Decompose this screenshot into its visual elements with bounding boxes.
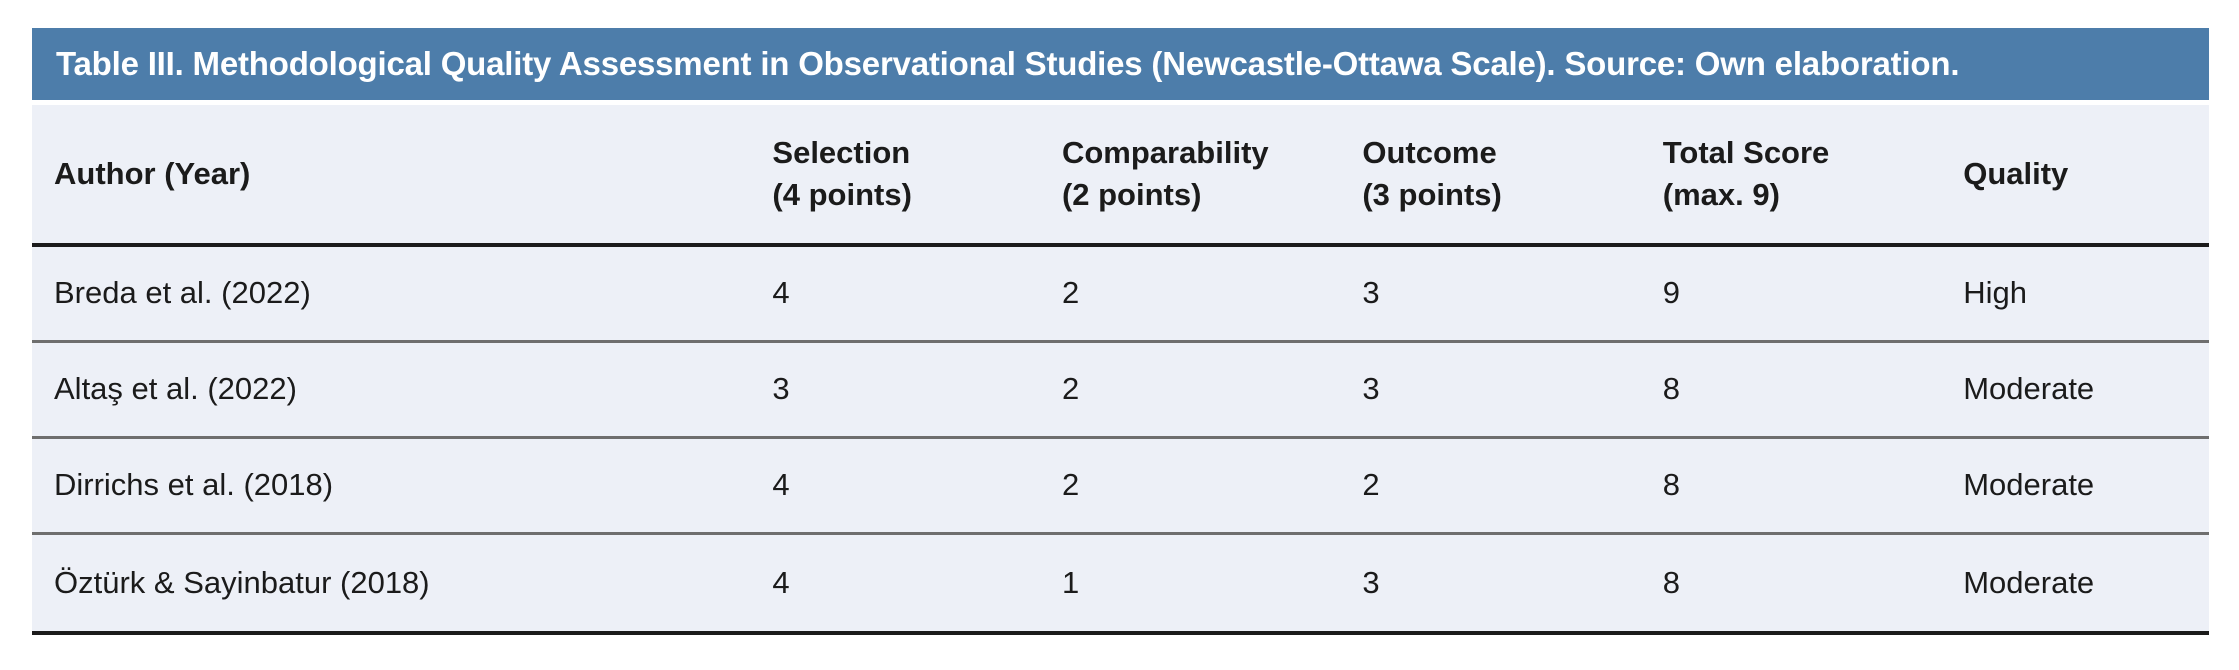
column-header-outcome: Outcome (3 points): [1340, 105, 1640, 245]
column-header-label: Quality: [1963, 156, 2069, 192]
column-header-total-score: Total Score (max. 9): [1641, 105, 1941, 245]
cell-selection: 4: [772, 467, 790, 502]
column-header-selection: Selection (4 points): [750, 105, 1040, 245]
cell-total-score: 8: [1662, 467, 1681, 502]
column-header-sublabel: (max. 9): [1662, 177, 1780, 212]
cell-author: Breda et al. (2022): [54, 275, 311, 311]
column-header-label: Selection: [772, 135, 911, 171]
cell-outcome: 2: [1362, 467, 1380, 502]
column-header-label: Comparability: [1061, 135, 1269, 171]
table-row: Öztürk & Sayinbatur (2018) 4 1 3 8 Moder…: [32, 533, 2209, 633]
column-header-comparability: Comparability (2 points): [1040, 105, 1340, 245]
column-header-quality: Quality: [1941, 105, 2209, 245]
cell-comparability: 2: [1061, 275, 1080, 311]
cell-quality: High: [1963, 275, 2027, 311]
cell-outcome: 3: [1362, 275, 1380, 311]
table-title: Table III. Methodological Quality Assess…: [56, 45, 1960, 82]
column-header-label: Outcome: [1362, 135, 1497, 171]
cell-outcome: 3: [1362, 564, 1380, 600]
cell-comparability: 2: [1061, 467, 1080, 502]
cell-total-score: 8: [1662, 564, 1681, 600]
cell-selection: 4: [772, 564, 790, 600]
column-header-label: Total Score: [1662, 135, 1830, 171]
cell-quality: Moderate: [1963, 371, 2095, 406]
cell-author: Dirrichs et al. (2018): [54, 467, 334, 502]
table-figure: Table III. Methodological Quality Assess…: [32, 28, 2209, 635]
header-row: Author (Year) Selection (4 points) Compa…: [32, 105, 2209, 245]
table-row: Breda et al. (2022) 4 2 3 9 High: [32, 245, 2209, 341]
cell-quality: Moderate: [1963, 564, 2095, 600]
cell-comparability: 2: [1061, 371, 1080, 406]
table-row: Altaş et al. (2022) 3 2 3 8 Moderate: [32, 341, 2209, 437]
cell-author: Öztürk & Sayinbatur (2018): [54, 564, 430, 600]
cell-total-score: 9: [1662, 275, 1681, 311]
column-header-sublabel: (4 points): [772, 177, 912, 212]
column-header-sublabel: (2 points): [1061, 177, 1202, 212]
cell-selection: 3: [772, 371, 790, 406]
table-row: Dirrichs et al. (2018) 4 2 2 8 Moderate: [32, 437, 2209, 533]
cell-outcome: 3: [1362, 371, 1380, 406]
column-header-sublabel: (3 points): [1362, 177, 1502, 212]
quality-assessment-table: Author (Year) Selection (4 points) Compa…: [32, 105, 2209, 635]
cell-selection: 4: [772, 275, 790, 311]
cell-total-score: 8: [1662, 371, 1681, 406]
cell-author: Altaş et al. (2022): [54, 371, 297, 406]
column-header-label: Author (Year): [54, 156, 251, 192]
table-title-bar: Table III. Methodological Quality Assess…: [32, 28, 2209, 100]
cell-quality: Moderate: [1963, 467, 2095, 502]
cell-comparability: 1: [1061, 564, 1080, 600]
column-header-author: Author (Year): [32, 105, 750, 245]
